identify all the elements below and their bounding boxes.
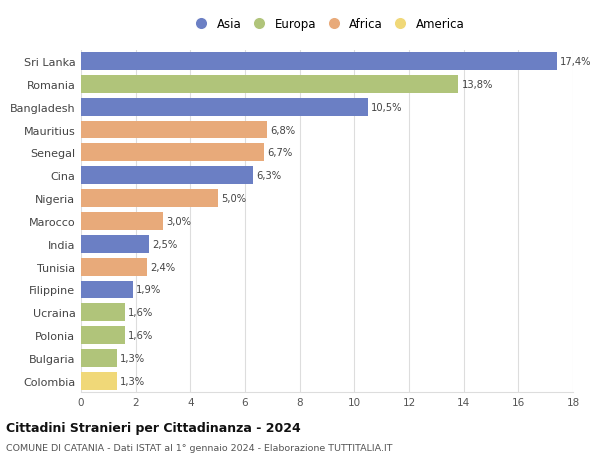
Text: 1,6%: 1,6% [128,308,153,318]
Text: 1,3%: 1,3% [120,376,145,386]
Bar [81,53,557,71]
Bar [81,190,218,207]
Bar [81,304,125,322]
Text: 6,7%: 6,7% [268,148,293,158]
Bar [81,372,116,390]
Text: 1,6%: 1,6% [128,330,153,341]
Text: Cittadini Stranieri per Cittadinanza - 2024: Cittadini Stranieri per Cittadinanza - 2… [6,421,301,434]
Bar [81,76,458,94]
Text: 6,8%: 6,8% [270,125,295,135]
Text: 2,5%: 2,5% [152,239,178,249]
Bar [81,121,267,139]
Text: 1,3%: 1,3% [120,353,145,363]
Text: 5,0%: 5,0% [221,194,246,204]
Text: 1,9%: 1,9% [136,285,161,295]
Text: 3,0%: 3,0% [166,217,191,226]
Text: 10,5%: 10,5% [371,102,403,112]
Text: 2,4%: 2,4% [150,262,175,272]
Bar [81,99,368,117]
Bar [81,349,116,367]
Text: 17,4%: 17,4% [560,57,592,67]
Text: COMUNE DI CATANIA - Dati ISTAT al 1° gennaio 2024 - Elaborazione TUTTITALIA.IT: COMUNE DI CATANIA - Dati ISTAT al 1° gen… [6,443,392,452]
Text: 6,3%: 6,3% [256,171,281,181]
Bar [81,167,253,185]
Text: 13,8%: 13,8% [461,80,493,90]
Bar [81,144,264,162]
Bar [81,326,125,344]
Bar [81,235,149,253]
Legend: Asia, Europa, Africa, America: Asia, Europa, Africa, America [187,15,467,33]
Bar [81,281,133,299]
Bar [81,213,163,230]
Bar [81,258,146,276]
